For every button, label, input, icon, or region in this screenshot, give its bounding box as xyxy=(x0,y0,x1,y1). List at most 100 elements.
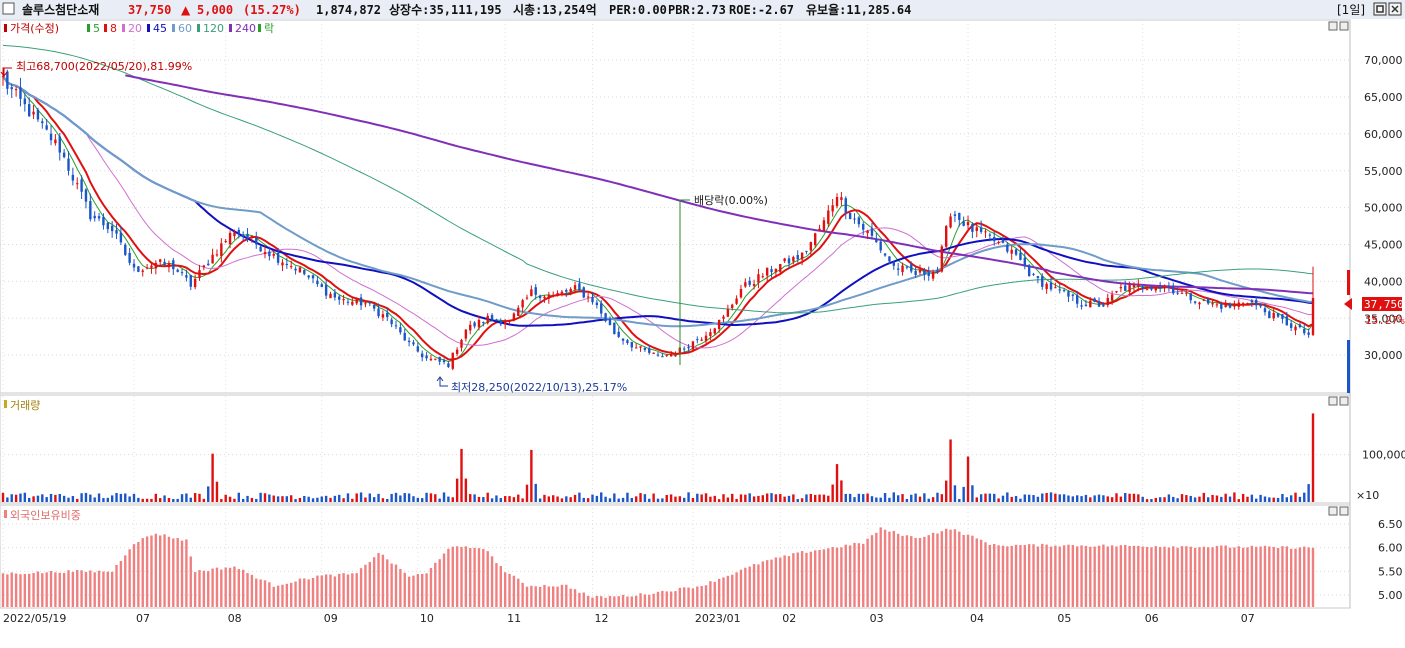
volume-bar xyxy=(857,493,861,502)
candle-body xyxy=(237,229,240,234)
candle-body xyxy=(918,269,922,273)
candle-body xyxy=(674,355,677,357)
candle-body xyxy=(421,353,424,358)
foreign-bar xyxy=(1307,547,1310,607)
price-legend: 가격(수정) 5 8 20 45 60 120 240 락 xyxy=(4,22,274,35)
volume-bar xyxy=(359,492,363,502)
dividend-annotation: 배당락(0.00%) xyxy=(694,194,768,207)
candle-body xyxy=(272,253,275,256)
candle-body xyxy=(910,264,913,272)
candle-body xyxy=(761,276,764,278)
foreign-bar xyxy=(892,530,895,607)
volume-bar xyxy=(626,492,629,502)
volume-bar xyxy=(1001,495,1005,502)
volume-bar xyxy=(779,494,782,502)
foreign-bar xyxy=(49,570,53,607)
volume-bar xyxy=(1006,492,1009,502)
candle-body xyxy=(709,332,712,337)
volume-bar xyxy=(198,493,201,502)
foreign-ratio-bars xyxy=(1,527,1315,607)
candle-body xyxy=(630,342,633,348)
volume-bar xyxy=(447,496,450,502)
candle-body xyxy=(207,263,210,266)
volume-bar xyxy=(407,493,411,502)
candle-body xyxy=(67,158,70,171)
foreign-bar xyxy=(263,580,267,607)
foreign-panel-buttons[interactable] xyxy=(1328,506,1349,516)
candle-body xyxy=(1036,276,1040,278)
foreign-bar xyxy=(346,574,350,607)
volume-bar xyxy=(1027,494,1031,502)
volume-bar xyxy=(307,496,310,502)
candle-body xyxy=(145,267,149,269)
candle-body xyxy=(281,262,284,266)
foreign-bar xyxy=(377,552,380,607)
foreign-bar xyxy=(525,586,529,607)
volume-bar xyxy=(1067,495,1070,502)
foreign-bar xyxy=(1289,548,1293,607)
candle-body xyxy=(1110,294,1114,301)
period-selector[interactable]: [1일] xyxy=(1337,3,1365,17)
volume-bar xyxy=(918,496,922,502)
volume-bar xyxy=(1080,496,1083,502)
candle-body xyxy=(552,294,555,296)
volume-bar xyxy=(193,493,197,502)
candle-body xyxy=(154,262,158,269)
roe-value: ROE:-2.67 xyxy=(729,3,794,17)
foreign-bar xyxy=(1176,547,1179,607)
candle-body xyxy=(931,271,935,279)
foreign-bar xyxy=(565,584,568,607)
candle-body xyxy=(582,287,585,298)
volume-bar xyxy=(1084,494,1088,502)
candle-body xyxy=(460,339,463,348)
volume-bar xyxy=(1224,493,1227,502)
volume-bar xyxy=(1193,497,1197,502)
volume-bar xyxy=(979,494,983,502)
foreign-bar xyxy=(1023,545,1026,607)
price-tick-label: 60,000 xyxy=(1364,128,1403,141)
volume-bar xyxy=(1032,495,1035,502)
candle-body xyxy=(726,309,730,317)
foreign-bar xyxy=(45,572,48,607)
volume-bar xyxy=(58,494,61,502)
price-panel-buttons[interactable] xyxy=(1328,21,1349,31)
candle-body xyxy=(1303,328,1306,334)
volume-bar xyxy=(311,498,315,502)
volume-panel-buttons[interactable] xyxy=(1328,396,1349,406)
listed-shares: 상장수:35,111,195 xyxy=(389,2,502,17)
volume-bar xyxy=(372,497,376,502)
close-button[interactable] xyxy=(1388,2,1402,16)
candle-body xyxy=(770,269,773,272)
volume-bar xyxy=(831,484,834,502)
candle-body xyxy=(390,319,393,325)
volume-bar xyxy=(770,493,773,502)
foreign-bar xyxy=(1010,545,1013,607)
candle-body xyxy=(1255,299,1258,306)
candle-body xyxy=(1019,252,1022,260)
foreign-bar xyxy=(364,564,367,607)
volume-bar xyxy=(425,492,428,502)
foreign-bar xyxy=(1154,546,1157,607)
x-tick-label: 12 xyxy=(595,612,609,625)
candle-body xyxy=(198,270,201,279)
volume-bar xyxy=(796,499,799,502)
foreign-bar xyxy=(281,584,284,607)
foreign-bar xyxy=(97,570,101,607)
window-checkbox[interactable] xyxy=(2,2,15,15)
candle-body xyxy=(1150,286,1153,290)
volume-bar xyxy=(324,495,328,502)
candle-body xyxy=(482,322,485,324)
candle-body xyxy=(1080,305,1083,307)
volume-bar xyxy=(591,494,594,502)
volume-bar xyxy=(709,496,712,502)
candle-body xyxy=(412,342,415,345)
volume-bar xyxy=(669,494,673,502)
foreign-bar xyxy=(202,570,206,607)
maximize-button[interactable] xyxy=(1373,2,1387,16)
volume-bar xyxy=(822,494,826,502)
candle-body xyxy=(102,216,105,226)
foreign-bar xyxy=(573,589,577,607)
low-marker: 최저28,250(2022/10/13),25.17% xyxy=(436,376,627,394)
volume-bar xyxy=(901,494,904,502)
foreign-bar xyxy=(1124,544,1127,607)
